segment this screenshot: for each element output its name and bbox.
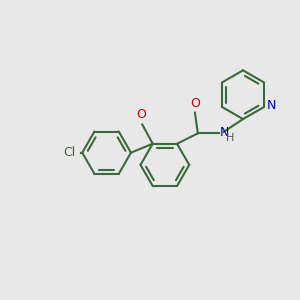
- Text: Cl: Cl: [63, 146, 76, 159]
- Text: O: O: [190, 97, 200, 110]
- Text: N: N: [220, 126, 229, 139]
- Text: O: O: [136, 109, 146, 122]
- Text: N: N: [267, 99, 277, 112]
- Text: H: H: [226, 133, 234, 143]
